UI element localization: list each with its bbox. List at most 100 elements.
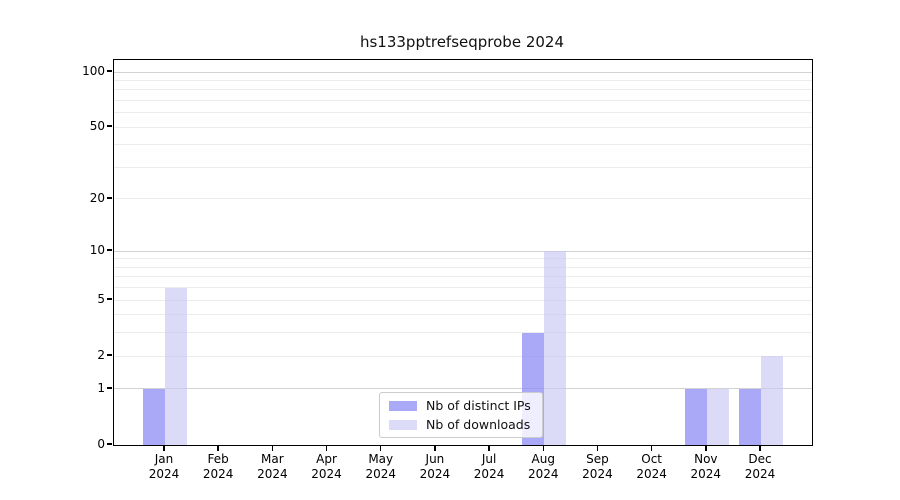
year-label: 2024 (690, 467, 722, 481)
month-label: Aug (531, 452, 555, 466)
y-axis-tick (107, 443, 112, 445)
gridline-major (114, 388, 812, 390)
x-axis-tick-label: Jan 2024 (132, 452, 196, 482)
y-axis-tick (107, 70, 112, 72)
y-axis-tick-label: 1 (97, 380, 105, 395)
bar-dec-ips (739, 388, 761, 445)
month-label: Nov (694, 452, 718, 466)
month-label: Feb (207, 452, 229, 466)
x-axis-tick (163, 445, 165, 451)
year-label: 2024 (473, 467, 505, 481)
bar-aug-downloads (544, 251, 567, 445)
legend-swatch (389, 400, 417, 411)
plot-area (113, 59, 813, 446)
y-axis-tick (107, 387, 112, 389)
bar-dec-downloads (761, 356, 783, 445)
year-label: 2024 (311, 467, 342, 481)
month-label: Apr (316, 452, 337, 466)
chart-title: hs133pptrefseqprobe 2024 (359, 33, 565, 51)
year-label: 2024 (636, 467, 667, 481)
month-label: Jul (481, 452, 497, 466)
x-axis-tick-label: Sep 2024 (565, 452, 629, 482)
gridline-minor (114, 299, 812, 301)
x-axis-tick (759, 445, 761, 451)
x-axis-tick-label: Jun 2024 (403, 452, 467, 482)
x-axis-tick-label: Apr 2024 (295, 452, 359, 482)
y-axis-tick (107, 249, 112, 251)
legend-label: Nb of distinct IPs (426, 398, 531, 413)
y-axis-tick-label: 20 (89, 190, 105, 205)
year-label: 2024 (257, 467, 288, 481)
gridline-major (114, 71, 812, 73)
y-axis-tick-label: 2 (97, 348, 105, 363)
gridline-minor (114, 198, 812, 200)
gridline-minor (114, 276, 812, 278)
x-axis-tick (705, 445, 707, 451)
gridline-minor (114, 314, 812, 316)
x-axis-tick-label: Jul 2024 (457, 452, 521, 482)
gridline-minor (114, 287, 812, 289)
legend-row: Nb of downloads (389, 417, 533, 432)
year-label: 2024 (582, 467, 613, 481)
y-axis-tick-label: 50 (89, 119, 105, 134)
bar-nov-ips (684, 388, 707, 445)
year-label: 2024 (419, 467, 451, 481)
gridline-minor (114, 166, 812, 168)
gridline-minor (114, 144, 812, 146)
gridline-minor (114, 266, 812, 268)
y-axis-tick-label: 0 (97, 437, 105, 451)
legend-swatch (389, 419, 417, 430)
y-axis-tick-label: 5 (97, 292, 105, 307)
x-axis-tick-label: Feb 2024 (186, 452, 250, 482)
gridline-minor (114, 112, 812, 114)
y-axis-tick (107, 125, 112, 127)
gridline-minor (114, 355, 812, 357)
y-axis-tick (107, 298, 112, 300)
x-axis-tick-label: Dec 2024 (728, 452, 792, 482)
y-axis-tick (107, 354, 112, 356)
x-axis-tick-label: Nov 2024 (674, 452, 738, 482)
x-axis-tick (650, 445, 653, 451)
year-label: 2024 (148, 467, 180, 481)
x-axis-tick (379, 445, 382, 451)
y-axis-tick (107, 197, 112, 199)
x-axis-tick (542, 445, 545, 451)
x-axis-tick (271, 445, 274, 451)
year-label: 2024 (365, 467, 396, 481)
y-axis-tick-label: 100 (82, 64, 105, 78)
x-axis-tick-label: Aug 2024 (511, 452, 575, 482)
month-label: Dec (748, 452, 772, 466)
month-label: Oct (641, 452, 662, 466)
bar-jan-downloads (165, 287, 187, 445)
gridline-minor (114, 332, 812, 334)
gridline-minor (114, 79, 812, 81)
x-axis-tick (596, 445, 599, 451)
gridline-minor (114, 126, 812, 128)
bar-jan-ips (143, 388, 165, 445)
month-label: May (368, 452, 394, 466)
gridline-major (114, 250, 812, 252)
x-axis-tick (488, 445, 490, 451)
gridline-minor (114, 99, 812, 101)
legend-row: Nb of distinct IPs (389, 398, 533, 413)
bar-nov-downloads (706, 388, 729, 445)
month-label: Sep (586, 452, 609, 466)
year-label: 2024 (744, 467, 776, 481)
month-label: Jan (154, 452, 174, 466)
x-axis-tick-label: May 2024 (349, 452, 413, 482)
month-label: Jun (425, 452, 445, 466)
legend: Nb of distinct IPs Nb of downloads (379, 392, 543, 438)
gridline-minor (114, 89, 812, 91)
y-axis-tick-label: 10 (89, 243, 105, 258)
x-axis-tick-label: Oct 2024 (620, 452, 684, 482)
x-axis-tick (434, 445, 436, 451)
month-label: Mar (261, 452, 284, 466)
gridline-minor (114, 258, 812, 260)
x-axis-tick (217, 445, 219, 451)
year-label: 2024 (527, 467, 559, 481)
year-label: 2024 (202, 467, 234, 481)
x-axis-tick-label: Mar 2024 (240, 452, 304, 482)
x-axis-tick (325, 445, 328, 451)
legend-label: Nb of downloads (426, 417, 531, 432)
